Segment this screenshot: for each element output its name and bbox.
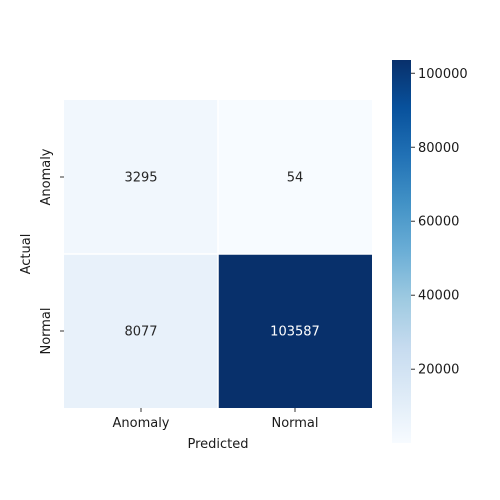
- colorbar-tick-label: 60000: [418, 215, 459, 230]
- x-tick-label: Anomaly: [112, 416, 169, 431]
- cell-annotation: 3295: [124, 171, 157, 186]
- colorbar-ticks: 20000 40000 60000 80000 100000: [411, 67, 468, 378]
- y-tick-label: Anomaly: [39, 148, 54, 205]
- x-axis-label: Predicted: [187, 437, 248, 452]
- cell-annotation: 54: [287, 171, 304, 186]
- colorbar-tick-label: 80000: [418, 141, 459, 156]
- colorbar-tick-label: 20000: [418, 363, 459, 378]
- y-axis: Anomaly Normal: [39, 148, 64, 354]
- x-axis: Anomaly Normal: [112, 408, 318, 431]
- colorbar-gradient: [392, 60, 411, 443]
- y-tick-label: Normal: [39, 307, 54, 354]
- y-axis-label: Actual: [19, 234, 34, 275]
- cell-annotation: 103587: [270, 325, 320, 340]
- cell-annotation: 8077: [124, 325, 157, 340]
- colorbar-tick-label: 40000: [418, 289, 459, 304]
- colorbar: 20000 40000 60000 80000 100000: [392, 60, 468, 443]
- heatmap-cells: [64, 100, 372, 408]
- colorbar-tick-label: 100000: [418, 67, 468, 82]
- x-tick-label: Normal: [271, 416, 318, 431]
